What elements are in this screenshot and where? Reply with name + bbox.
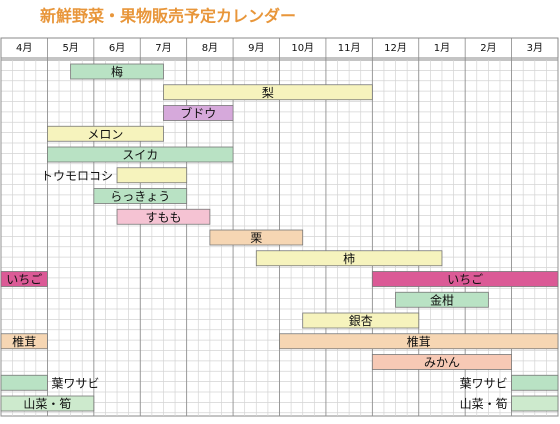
bar-label: 椎茸 (407, 334, 431, 349)
month-label: 9月 (248, 42, 264, 54)
bar (47, 125, 164, 142)
bar (511, 374, 559, 391)
bar (279, 333, 559, 350)
month-label: 3月 (527, 42, 543, 54)
bar-label: ブドウ (180, 106, 216, 121)
bar (116, 208, 211, 225)
bar (0, 395, 95, 412)
chart-title: 新鮮野菜・果物販売予定カレンダー (40, 7, 296, 26)
month-label: 5月 (62, 42, 78, 54)
bar (116, 167, 188, 184)
bar (209, 229, 304, 246)
bar-label: 山菜・筍 (460, 396, 508, 411)
bar-label: すもも (145, 210, 181, 224)
bar-label: らっきょう (110, 190, 170, 204)
bar (0, 374, 48, 391)
bar-label: 栗 (250, 231, 262, 245)
month-label: 10月 (291, 42, 314, 54)
bar-label: 銀杏 (349, 314, 373, 328)
bar-label: 梨 (262, 86, 274, 100)
bar (371, 354, 512, 370)
month-label: 7月 (155, 42, 171, 54)
bar (511, 395, 559, 412)
month-label: 11月 (338, 42, 361, 54)
month-label: 6月 (109, 42, 125, 54)
month-label: 12月 (384, 42, 407, 54)
month-label: 2月 (480, 42, 496, 54)
bar (163, 105, 234, 121)
bar-label: 山菜・筍 (23, 396, 71, 411)
bar (302, 312, 420, 329)
bar-label: メロン (87, 127, 123, 141)
bar (0, 271, 48, 287)
bar (0, 333, 48, 350)
month-label: 1月 (434, 42, 450, 54)
bar (255, 250, 443, 267)
month-label: 8月 (202, 42, 218, 54)
bar-label: 椎茸 (12, 334, 36, 349)
bar-label: みかん (424, 356, 460, 370)
bar (163, 84, 373, 101)
bar (70, 63, 164, 80)
bar-label: 柿 (343, 251, 355, 266)
bar-label: 金柑 (430, 292, 454, 307)
bar-label: 梅 (111, 64, 123, 79)
bar (93, 188, 188, 204)
bar-label: 葉ワサビ (51, 376, 99, 390)
bar-label: 葉ワサビ (460, 376, 508, 390)
bar (371, 271, 559, 287)
bar (47, 146, 234, 163)
bar (395, 291, 489, 308)
month-label: 4月 (16, 42, 32, 54)
bar-label: いちご (6, 272, 42, 287)
bar-label: スイカ (122, 148, 158, 162)
bar-label: いちご (447, 272, 483, 287)
bar-label: トウモロコシ (41, 169, 113, 183)
